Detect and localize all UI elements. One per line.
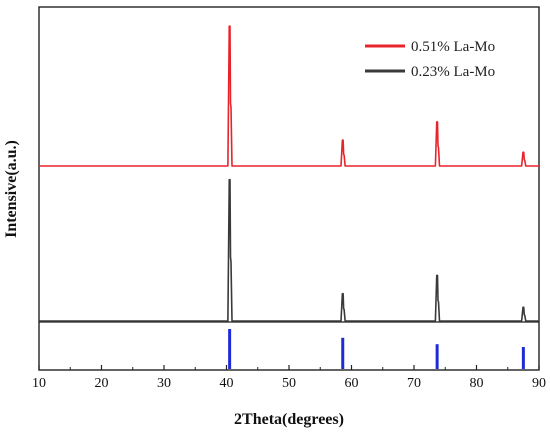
series-line-1 xyxy=(39,25,539,167)
legend-label-series-1: 0.51% La-Mo xyxy=(411,39,495,55)
x-tick-label-50: 50 xyxy=(282,376,296,391)
x-tick-label-30: 30 xyxy=(157,376,171,391)
x-axis-ticks: 10 20 30 40 50 60 70 80 90 xyxy=(32,365,546,391)
x-tick-label-20: 20 xyxy=(95,376,109,391)
plot-frame xyxy=(38,6,540,371)
series-line-2 xyxy=(39,178,539,322)
x-tick-label-40: 40 xyxy=(220,376,234,391)
x-tick-label-90: 90 xyxy=(532,376,546,391)
legend: 0.51% La-Mo 0.23% La-Mo xyxy=(365,39,495,80)
y-axis-title: Intensive(a.u.) xyxy=(3,140,20,238)
x-tick-label-80: 80 xyxy=(470,376,484,391)
x-axis-title: 2Theta(degrees) xyxy=(234,411,344,428)
x-tick-label-70: 70 xyxy=(407,376,421,391)
legend-label-series-2: 0.23% La-Mo xyxy=(411,64,495,80)
series-layer xyxy=(39,25,539,322)
reference-lines xyxy=(228,329,525,369)
x-tick-label-10: 10 xyxy=(32,376,46,391)
x-tick-label-60: 60 xyxy=(345,376,359,391)
